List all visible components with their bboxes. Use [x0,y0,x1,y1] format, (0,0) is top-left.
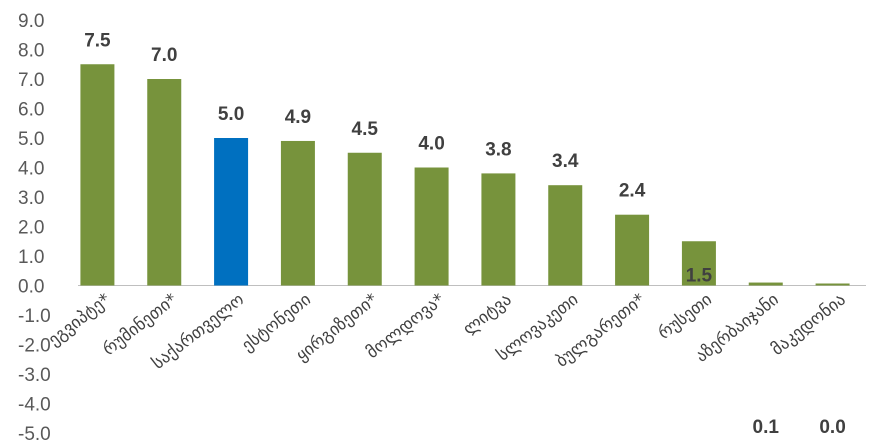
data-label-6: 3.8 [485,139,511,160]
bar-4 [347,152,382,286]
y-tick-label: 0.0 [18,277,44,298]
y-tick-label: 6.0 [18,100,44,121]
bar-1 [147,79,182,286]
bar-10 [748,282,783,286]
bar-7 [548,185,583,286]
y-tick-label: 1.0 [18,247,44,268]
bar-11 [815,283,850,286]
y-tick-label: -1.0 [18,306,51,327]
data-label-1: 7.0 [151,45,177,66]
y-tick-label: 5.0 [18,129,44,150]
category-labels: ეგვიპტე*რუმინეთი*საქართველოესტონეთიყირგი… [45,290,850,374]
category-label-9: რუსეთი [655,290,716,344]
bar-3 [280,140,315,286]
data-label-10: 0.1 [753,417,780,438]
bar-5 [414,167,449,286]
data-label-9: 1.5 [686,266,713,287]
bars [80,64,850,286]
data-labels: 7.5 7.0 5.0 4.9 4.5 4.0 3.8 3.4 2.4 1.5 0.1 0.0 [84,30,846,438]
data-label-2: 5.0 [218,104,244,125]
y-tick-label: 8.0 [18,41,44,62]
y-tick-label: 2.0 [18,218,44,239]
data-label-8: 2.4 [619,181,646,202]
bar-6 [481,173,516,286]
y-tick-label: 7.0 [18,70,44,91]
data-label-4: 4.5 [352,119,379,140]
bar-9 [681,241,716,286]
y-tick-label: 4.0 [18,159,44,180]
y-axis: -5.0 -4.0 -3.0 -2.0 -1.0 0.0 1.0 2.0 3.0 4.0 5.0 6.… [18,11,866,440]
data-label-5: 4.0 [418,134,444,155]
category-label-11: მაკედონია [768,290,850,360]
y-tick-label: -2.0 [18,336,51,357]
bar-8 [615,214,650,286]
bar-2 [214,138,249,286]
y-tick-label: -4.0 [18,395,51,416]
data-label-3: 4.9 [285,107,311,128]
data-label-0: 7.5 [84,30,111,51]
category-label-6: ლიტვა [460,290,516,340]
y-tick-label: 9.0 [18,11,44,32]
y-tick-label: 3.0 [18,188,44,209]
y-tick-label: -3.0 [18,365,51,386]
data-label-7: 3.4 [552,151,579,172]
y-tick-label: -5.0 [18,424,51,440]
data-label-11: 0.0 [819,417,845,438]
bar-0 [80,64,115,286]
